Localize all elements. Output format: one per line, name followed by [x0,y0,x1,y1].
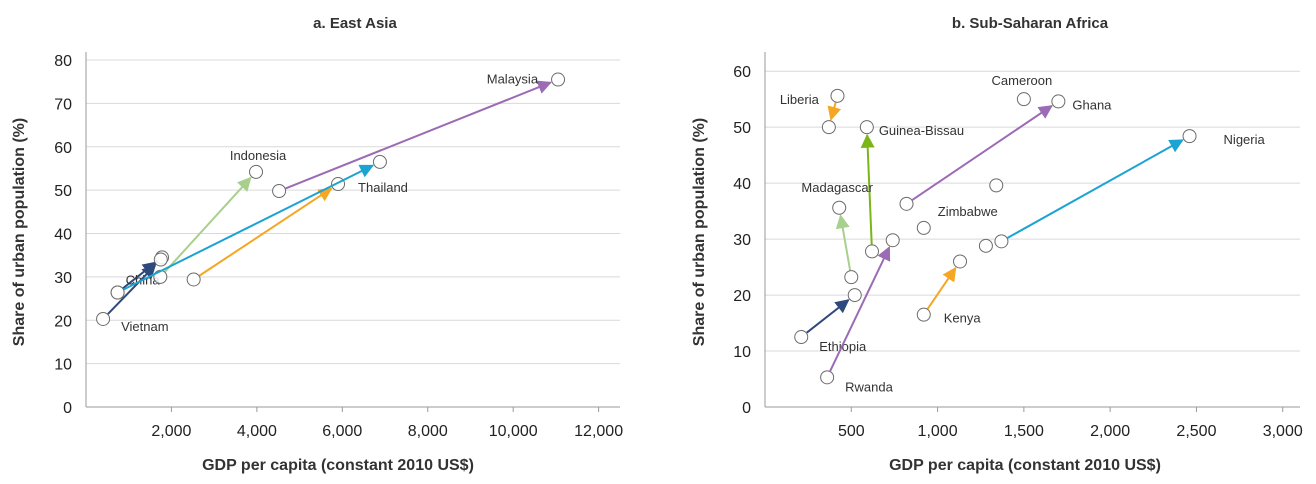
data-point [820,370,835,385]
data-point [847,288,862,303]
point-label: Ghana [1072,97,1112,112]
x-tick-label: 500 [838,423,865,440]
data-point [953,254,968,269]
x-tick-label: 1,500 [1004,423,1044,440]
series-arrow [123,164,375,291]
data-point [821,120,836,135]
series-arrow [164,176,252,273]
y-tick-label: 70 [54,96,72,113]
point-label: Ethiopia [819,339,867,354]
y-tick-label: 80 [54,53,72,70]
series-arrow [1007,139,1184,239]
data-point [96,311,111,326]
data-point [1051,94,1066,109]
series-arrow [835,214,852,271]
panel-sub-saharan-africa: b. Sub-Saharan Africa GDP per capita (co… [691,15,1303,474]
series-arrow [806,299,850,334]
series-arrow [198,187,333,277]
y-tick-label: 20 [54,313,72,330]
point-label: Zimbabwe [938,204,998,219]
y-tick-label: 30 [733,232,751,249]
y-tick-label: 0 [63,400,72,417]
data-point [989,178,1004,193]
data-point [1016,92,1031,107]
x-axis-title: GDP per capita (constant 2010 US$) [202,457,474,474]
y-axis-title: Share of urban population (%) [691,118,708,346]
tick-labels: 0 10 20 30 40 50 60 500 1,000 1,500 2,000 2,500 3,00… [733,64,1303,440]
y-tick-label: 40 [733,176,751,193]
point-label: Malaysia [487,72,539,87]
point-label: Cameroon [992,73,1053,88]
series-arrow [285,80,552,190]
series-arrow [911,105,1053,201]
y-tick-label: 20 [733,288,751,305]
data-point [832,200,847,215]
point-label: Rwanda [845,379,893,394]
y-tick-label: 50 [54,183,72,200]
data-point [794,330,809,345]
data-point [372,154,387,169]
data-marks: Liberia Guinea-Bissau Madagascar Ethiopia Rw… [780,73,1266,394]
x-tick-label: 6,000 [322,423,362,440]
x-tick-label: 12,000 [574,423,623,440]
series-arrow [107,264,157,315]
data-point [551,72,566,87]
x-tick-label: 2,000 [1090,423,1130,440]
data-point [1182,129,1197,144]
panel-title: b. Sub-Saharan Africa [952,15,1109,32]
panel-east-asia: a. East Asia GDP per capita (constant 20… [11,15,623,474]
x-tick-label: 2,000 [151,423,191,440]
y-tick-label: 10 [54,357,72,374]
data-point [916,220,931,235]
x-tick-label: 10,000 [489,423,538,440]
point-label: Vietnam [121,319,168,334]
point-label: Kenya [944,311,982,326]
data-point [186,272,201,287]
point-label: Thailand [358,180,408,195]
data-point [994,234,1009,249]
gridlines [764,52,1300,412]
data-point [978,238,993,253]
data-point [844,270,859,285]
series-arrow [860,133,875,245]
x-tick-label: 1,000 [918,423,958,440]
y-tick-label: 50 [733,120,751,137]
data-point [272,183,287,198]
tick-labels: 0 10 20 30 40 50 60 70 80 2,000 4,000 6,000 8,000 10,… [54,53,623,440]
series-arrow [827,102,842,121]
point-label: Madagascar [801,180,873,195]
data-point [110,285,125,300]
x-tick-label: 4,000 [237,423,277,440]
data-marks: ChinaVietnamIndonesiaThailandMalaysia [96,72,566,334]
point-label: Indonesia [230,148,287,163]
y-tick-label: 0 [742,400,751,417]
point-label: Guinea-Bissau [879,123,964,138]
y-axis-title: Share of urban population (%) [11,118,28,346]
x-tick-label: 8,000 [408,423,448,440]
gridlines [85,52,620,412]
y-tick-label: 60 [733,64,751,81]
series-arrow [829,246,891,372]
y-tick-label: 40 [54,227,72,244]
x-axis-title: GDP per capita (constant 2010 US$) [889,457,1161,474]
series-arrow [926,266,957,310]
data-point [249,164,264,179]
y-tick-label: 60 [54,140,72,157]
data-point [153,252,168,267]
panel-title: a. East Asia [313,15,397,32]
y-tick-label: 30 [54,270,72,287]
point-label: Nigeria [1224,132,1266,147]
data-point [830,88,845,103]
x-tick-label: 2,500 [1176,423,1216,440]
data-point [865,244,879,259]
data-point [859,120,874,135]
data-point [899,196,914,211]
point-label: Liberia [780,92,820,107]
x-tick-label: 3,000 [1263,423,1303,440]
data-point [916,307,931,322]
y-tick-label: 10 [733,344,751,361]
data-point [885,233,900,248]
